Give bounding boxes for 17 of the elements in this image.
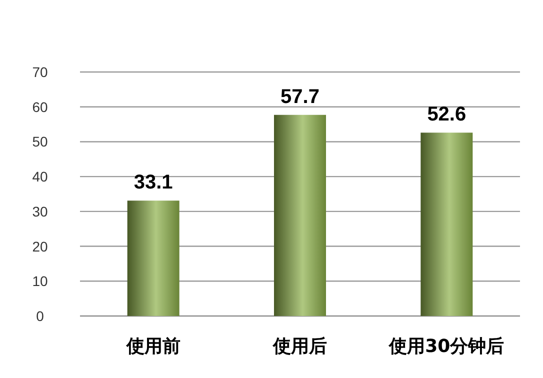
y-tick-label: 20 bbox=[32, 238, 48, 254]
y-tick-label: 60 bbox=[32, 98, 48, 115]
bar bbox=[274, 114, 326, 316]
x-tick-label: 使用30分钟后 bbox=[388, 336, 504, 357]
y-tick-label: 30 bbox=[32, 203, 48, 220]
y-tick-label: 50 bbox=[32, 134, 48, 150]
bar bbox=[127, 200, 180, 316]
data-label: 57.7 bbox=[280, 86, 320, 108]
x-tick-label: 使用后 bbox=[272, 336, 327, 357]
x-tick-label: 使用前 bbox=[125, 336, 180, 357]
bar bbox=[420, 132, 473, 316]
y-tick-label: 40 bbox=[32, 168, 48, 185]
y-tick-label: 10 bbox=[32, 273, 48, 290]
data-label: 52.6 bbox=[427, 104, 466, 126]
data-label: 33.1 bbox=[134, 172, 173, 194]
y-tick-label: 70 bbox=[32, 64, 48, 80]
y-tick-label: 0 bbox=[36, 308, 44, 324]
